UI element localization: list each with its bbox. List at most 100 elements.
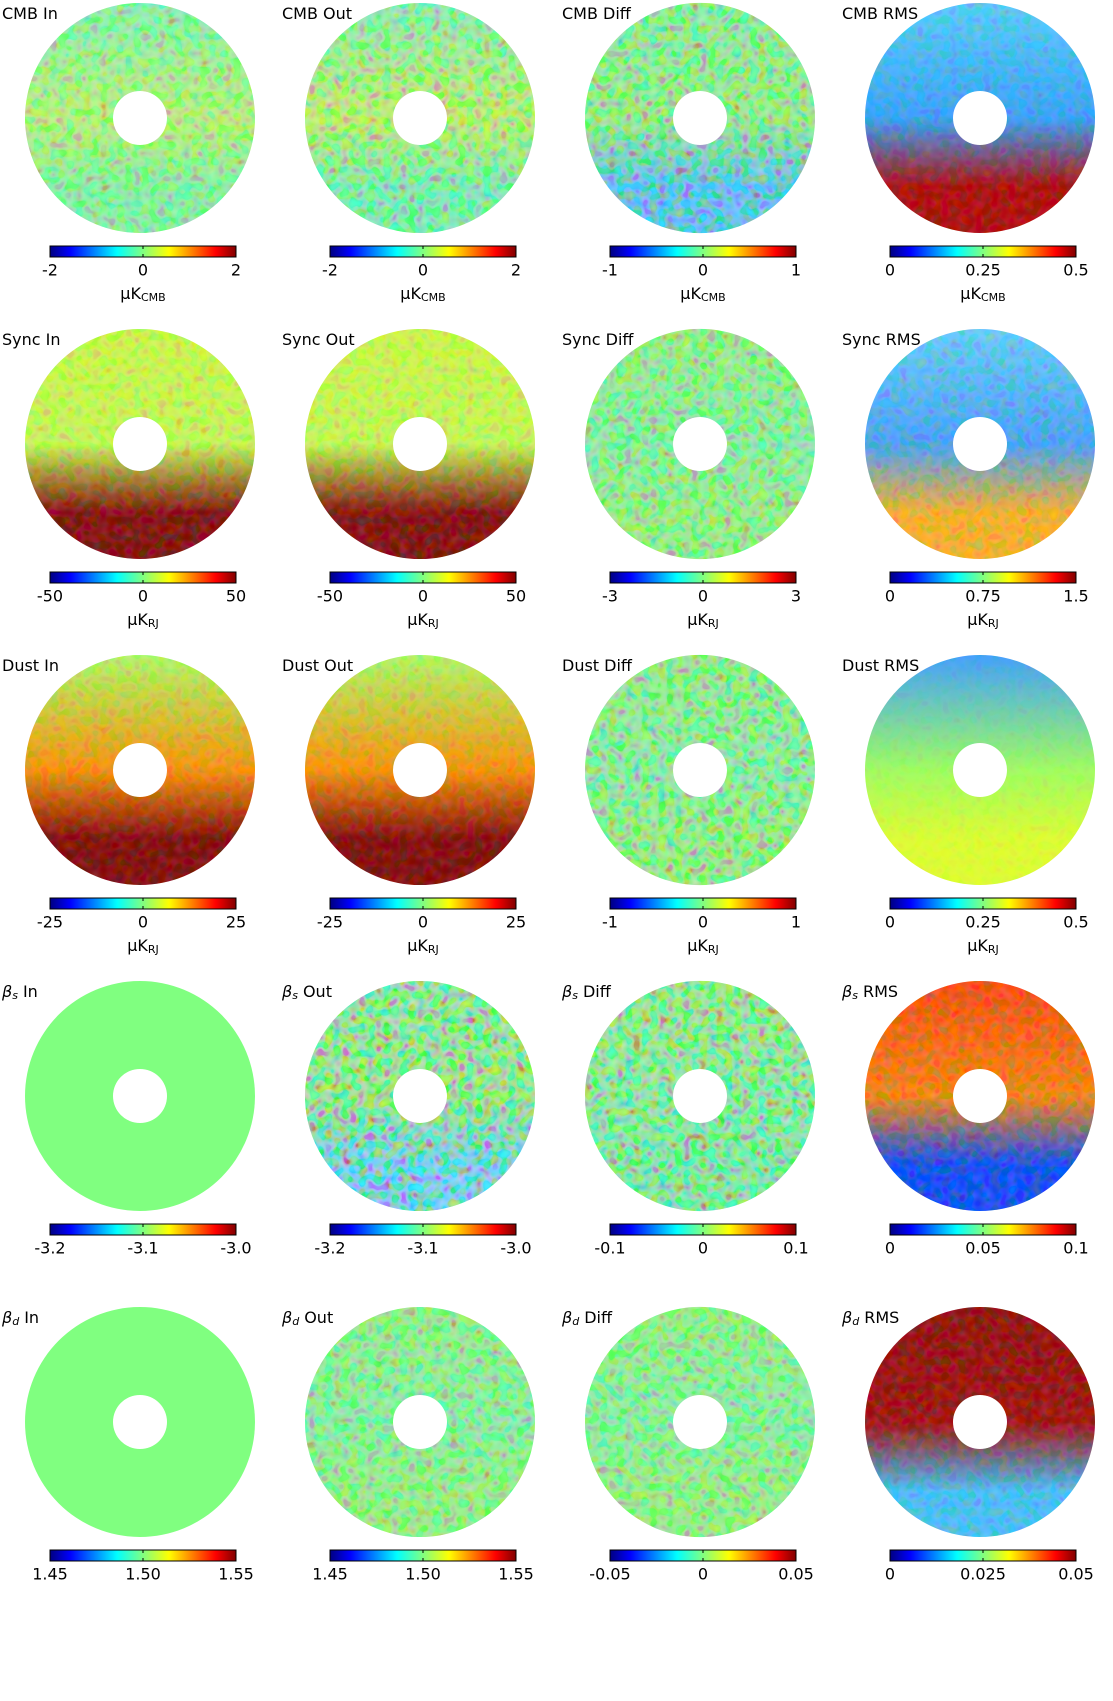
panel-title: Dust RMS (842, 656, 919, 675)
map-noise (305, 3, 535, 233)
colorbar-tick-label: 25 (506, 913, 526, 932)
colorbar-tick-label: 2 (511, 261, 521, 280)
colorbar-tick-label: 0.05 (965, 1239, 1001, 1258)
colorbar-tick-label: 0 (418, 261, 428, 280)
colorbar-tick-label: 1.45 (312, 1565, 348, 1584)
colorbar-tick-label: -3.1 (407, 1239, 438, 1258)
unit: μK (127, 936, 148, 955)
unit-subscript: CMB (701, 291, 726, 304)
colorbar-label: μKCMB (400, 284, 445, 305)
map-noise (585, 3, 815, 233)
colorbar-tick-label: -0.05 (589, 1565, 630, 1584)
colorbar-tick-label: 0.025 (960, 1565, 1006, 1584)
title-subscript: s (12, 989, 18, 1002)
colorbar-tick-label: -1 (602, 913, 618, 932)
map-noise (585, 329, 815, 559)
panel-title: Sync In (2, 330, 61, 349)
map-noise (25, 655, 255, 885)
colorbar-tick-label: -2 (322, 261, 338, 280)
colorbar-tick-label: 0.25 (965, 261, 1001, 280)
colorbar-tick-label: 0.1 (1063, 1239, 1088, 1258)
colorbar-tick-label: 1 (791, 913, 801, 932)
colorbar-tick-label: 0 (698, 1239, 708, 1258)
title-subscript: s (292, 989, 298, 1002)
panel-title: Sync Diff (562, 330, 634, 349)
title-text: In (24, 1308, 39, 1327)
title-subscript: d (852, 1315, 860, 1328)
title-symbol: β (1, 1308, 12, 1327)
colorbar-tick-label: 0 (698, 261, 708, 280)
map-noise (865, 981, 1095, 1211)
colorbar-tick-label: -25 (37, 913, 63, 932)
title-text: CMB In (2, 4, 58, 23)
title-subscript: d (572, 1315, 580, 1328)
panel-title: Dust Diff (562, 656, 633, 675)
title-text: Sync RMS (842, 330, 921, 349)
unit-subscript: RJ (428, 943, 439, 956)
title-text: Dust In (2, 656, 59, 675)
sky-map (25, 1307, 255, 1537)
unit-subscript: RJ (988, 943, 999, 956)
colorbar-tick-label: 3 (791, 587, 801, 606)
colorbar-tick-label: -0.1 (594, 1239, 625, 1258)
map-noise (865, 329, 1095, 559)
unit: μK (400, 284, 421, 303)
page: {"chart_data": [ {"type": "heatmap", "ti… (0, 0, 1113, 1697)
colorbar-tick-label: -3.0 (500, 1239, 531, 1258)
colorbar-label: μKRJ (407, 610, 439, 631)
colorbar-tick-label: 0 (418, 913, 428, 932)
map-noise (585, 655, 815, 885)
colorbar-tick-label: -25 (317, 913, 343, 932)
map-noise (25, 329, 255, 559)
colorbar-tick-label: 0.05 (1058, 1565, 1094, 1584)
colorbar-label: μKRJ (967, 610, 999, 631)
title-subscript: d (12, 1315, 20, 1328)
map-noise (25, 3, 255, 233)
colorbar-tick-label: 0.1 (783, 1239, 808, 1258)
map-noise (305, 329, 535, 559)
title-subscript: s (572, 989, 578, 1002)
colorbar-tick-label: 0 (138, 587, 148, 606)
colorbar-tick-label: 1.45 (32, 1565, 68, 1584)
colorbar-tick-label: 1.5 (1063, 587, 1088, 606)
map-noise (585, 981, 815, 1211)
unit: μK (967, 610, 988, 629)
colorbar-tick-label: 0 (138, 913, 148, 932)
unit-subscript: CMB (421, 291, 446, 304)
colorbar-tick-label: -3 (602, 587, 618, 606)
title-symbol: β (841, 982, 852, 1001)
map-noise (305, 655, 535, 885)
title-text: Out (304, 1308, 333, 1327)
panel-title: CMB In (2, 4, 58, 23)
title-text: Sync Out (282, 330, 355, 349)
unit-subscript: RJ (708, 617, 719, 630)
unit-subscript: RJ (148, 943, 159, 956)
colorbar-tick-label: -1 (602, 261, 618, 280)
colorbar-tick-label: 0 (885, 913, 895, 932)
colorbar-label: μKRJ (127, 936, 159, 957)
colorbar-tick-label: -3.2 (314, 1239, 345, 1258)
panel-title: βd In (1, 1308, 39, 1329)
title-text: Sync Diff (562, 330, 634, 349)
colorbar-tick-label: 1.55 (218, 1565, 254, 1584)
unit: μK (407, 610, 428, 629)
title-text: In (23, 982, 38, 1001)
colorbar-label: μKCMB (120, 284, 165, 305)
panel-title: Dust In (2, 656, 59, 675)
colorbar-tick-label: 0.05 (778, 1565, 814, 1584)
